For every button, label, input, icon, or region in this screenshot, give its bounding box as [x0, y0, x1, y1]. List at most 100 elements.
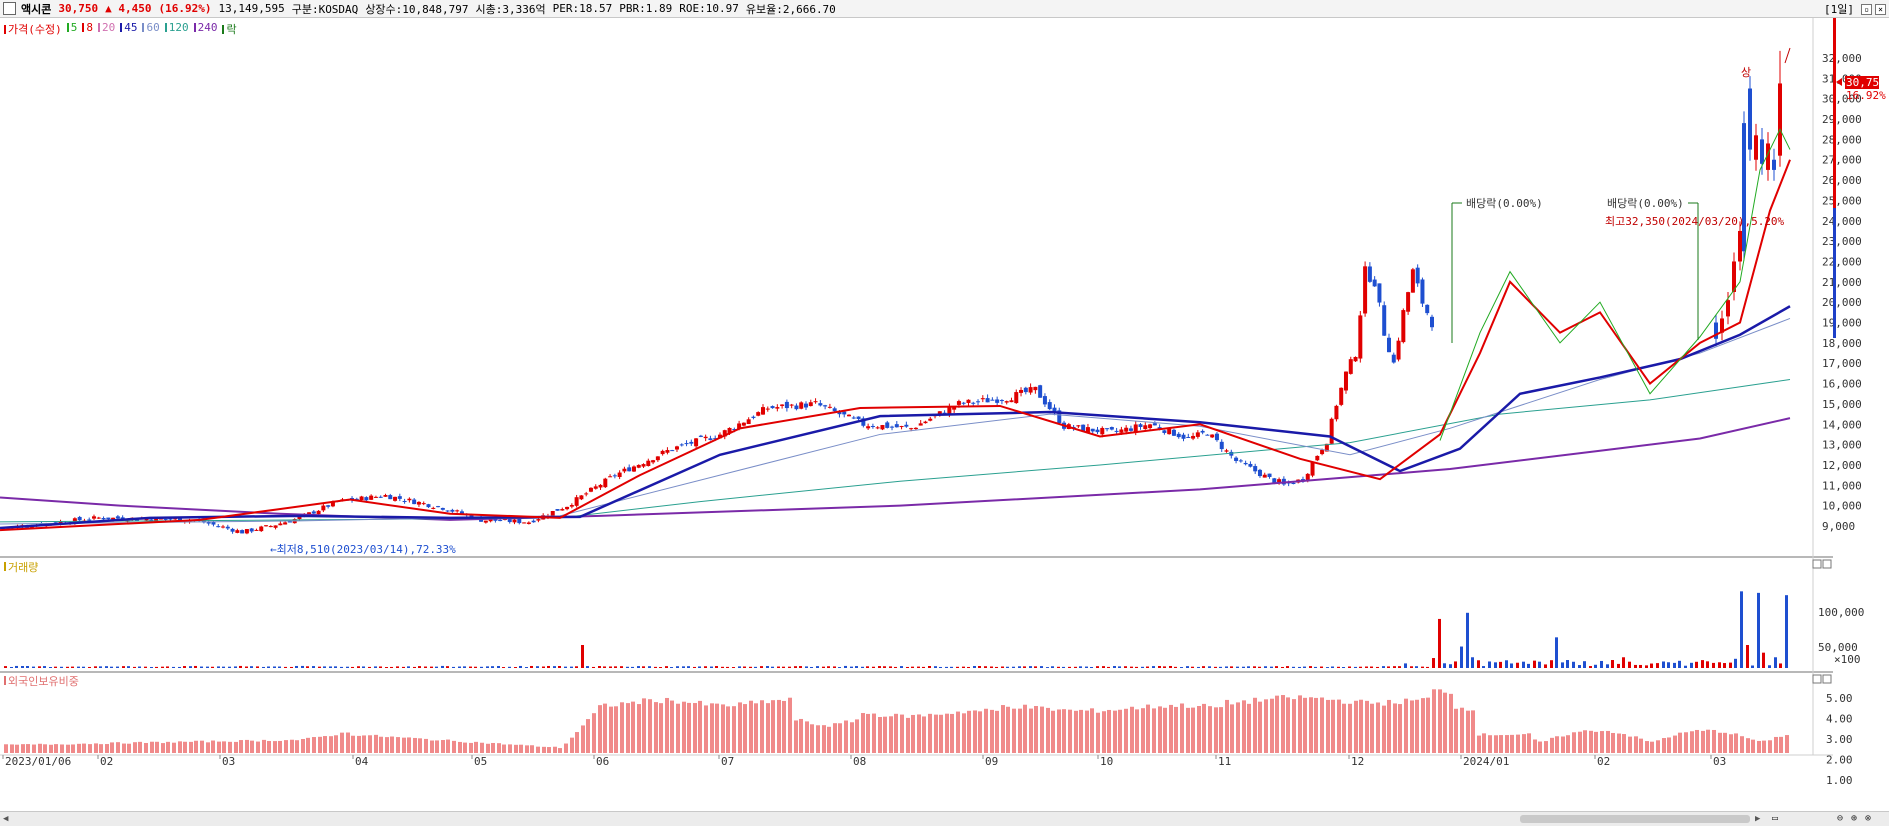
- volume-bar: [1393, 666, 1396, 668]
- volume-bar: [211, 666, 214, 668]
- zoom-reset-icon[interactable]: ⊗: [1865, 813, 1872, 824]
- candle-body: [799, 402, 804, 409]
- volume-bar: [402, 666, 405, 668]
- scroll-left-icon[interactable]: ◀: [3, 814, 9, 824]
- foreign-bar: [150, 741, 154, 753]
- foreign-tick-label: 1.00: [1826, 774, 1853, 787]
- candle-body: [679, 444, 684, 446]
- foreign-bar: [194, 740, 198, 753]
- foreign-bar: [122, 743, 126, 753]
- legend-item-1: 5: [66, 21, 77, 37]
- foreign-bar: [1421, 698, 1425, 753]
- candle-body: [1257, 469, 1262, 477]
- candle-body: [1205, 434, 1210, 436]
- volume-bar: [861, 666, 864, 668]
- volume-title-marker: [4, 562, 6, 571]
- volume-bar: [838, 667, 841, 668]
- foreign-bar: [228, 741, 232, 753]
- foreign-bar: [82, 743, 86, 753]
- candle-body: [1410, 269, 1415, 293]
- volume-bar: [312, 666, 315, 668]
- foreign-bar: [1779, 736, 1783, 753]
- foreign-bar: [654, 702, 658, 753]
- candle-body: [598, 484, 603, 488]
- foreign-bar: [452, 740, 456, 753]
- volume-bar: [1174, 666, 1177, 668]
- foreign-bar: [346, 732, 350, 753]
- foreign-bar: [1645, 741, 1649, 753]
- stock-chart[interactable]: 32,00031,00030,00029,00028,00027,00026,0…: [0, 18, 1889, 811]
- candle-body: [913, 427, 918, 430]
- candle-body: [268, 526, 273, 528]
- scroll-right-icon[interactable]: ▶: [1755, 814, 1761, 824]
- candle-body: [115, 516, 120, 519]
- volume-bar: [1180, 667, 1183, 668]
- candle-body: [760, 407, 765, 415]
- foreign-bar: [172, 742, 176, 753]
- foreign-bar: [267, 741, 271, 753]
- zoom-out-icon[interactable]: ⊖: [1837, 813, 1844, 824]
- candle-body: [1081, 424, 1086, 432]
- candle-body: [823, 405, 828, 407]
- foreign-bar: [816, 725, 820, 753]
- foreign-bar: [1051, 710, 1055, 753]
- candle-body: [307, 512, 312, 515]
- foreign-bar: [77, 743, 81, 753]
- roe-value: ROE:10.97: [679, 2, 739, 15]
- volume-bar: [486, 666, 489, 668]
- header-checkbox[interactable]: [3, 2, 16, 15]
- foreign-bar: [1113, 710, 1117, 753]
- foreign-bar: [385, 737, 389, 753]
- volume-bar: [1684, 665, 1687, 668]
- chart-scrollbar[interactable]: ◀ ▶ ▭ ⊖ ⊕ ⊗: [0, 811, 1889, 826]
- volume-bar: [598, 666, 601, 668]
- candle-body: [1396, 340, 1401, 360]
- foreign-bar: [1740, 736, 1744, 753]
- foreign-bar: [1348, 703, 1352, 753]
- volume-bar: [351, 666, 354, 668]
- foreign-bar: [1516, 734, 1520, 753]
- volume-bar: [670, 667, 673, 668]
- candle-body: [1229, 451, 1234, 456]
- foreign-bar: [1634, 736, 1638, 753]
- foreign-bar: [491, 742, 495, 753]
- volume-bar: [256, 666, 259, 668]
- volume-tick-label: 100,000: [1818, 606, 1864, 619]
- scroll-thumb[interactable]: [1520, 815, 1750, 823]
- volume-bar: [631, 666, 634, 668]
- candle-body: [684, 443, 689, 445]
- foreign-bar: [116, 742, 120, 753]
- candle-body: [1171, 429, 1176, 436]
- foreign-bar: [1079, 709, 1083, 753]
- volume-bar: [32, 666, 35, 668]
- volume-bar: [290, 666, 293, 668]
- volume-bar: [77, 666, 80, 668]
- volume-bar: [603, 666, 606, 668]
- volume-bar: [570, 666, 573, 668]
- candle-body: [1386, 337, 1391, 353]
- candle-body: [651, 460, 656, 463]
- candle-body: [173, 518, 178, 520]
- zoom-in-icon[interactable]: ⊕: [1851, 813, 1858, 824]
- candle-body: [1085, 427, 1090, 433]
- foreign-bar: [1309, 697, 1313, 753]
- ma120-line: [0, 379, 1791, 523]
- period-selector[interactable]: [1일]: [1824, 3, 1854, 16]
- volume-bar: [122, 666, 125, 668]
- candle-body: [1133, 424, 1138, 433]
- close-button[interactable]: ×: [1875, 3, 1886, 15]
- foreign-bar: [166, 741, 170, 753]
- foreign-bar: [1505, 735, 1509, 753]
- restore-button[interactable]: ▫: [1861, 3, 1872, 15]
- zoom-slider-icon[interactable]: ▭: [1772, 813, 1779, 824]
- foreign-bar: [38, 743, 42, 753]
- foreign-bar: [239, 740, 243, 753]
- candle-body: [402, 500, 407, 502]
- foreign-bar: [637, 704, 641, 753]
- volume-bar: [654, 666, 657, 668]
- volume-bar: [480, 666, 483, 668]
- ma45-line: [0, 305, 1791, 530]
- foreign-bar: [301, 738, 305, 753]
- candle-body: [149, 519, 154, 522]
- candle-body: [1128, 428, 1133, 431]
